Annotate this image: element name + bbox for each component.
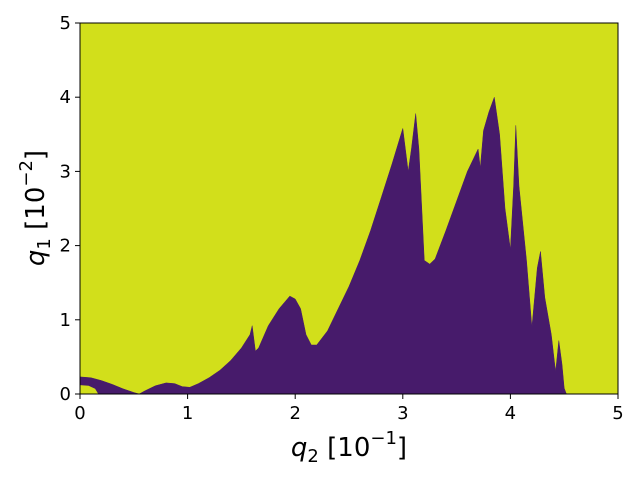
y-axis: 0 1 2 3 4 5 (60, 13, 80, 405)
y-tick-label: 5 (60, 13, 71, 34)
x-axis-label: q2 [10−1] (291, 428, 407, 467)
x-tick-label: 5 (612, 403, 623, 424)
x-tick-label: 3 (397, 403, 408, 424)
x-axis: 0 1 2 3 4 5 (74, 394, 624, 424)
y-tick-label: 4 (60, 87, 71, 108)
y-tick-label: 3 (60, 161, 71, 182)
inner-pocket-region (80, 385, 99, 394)
y-tick-label: 1 (60, 310, 71, 331)
x-tick-label: 1 (182, 403, 193, 424)
x-tick-label: 0 (74, 403, 85, 424)
x-tick-label: 4 (505, 403, 516, 424)
x-tick-label: 2 (289, 403, 300, 424)
y-tick-label: 0 (60, 384, 71, 405)
plot-frame (79, 22, 619, 395)
stable-region (79, 97, 567, 395)
y-tick-label: 2 (60, 236, 71, 257)
y-axis-label: q1 [10−2] (16, 150, 55, 266)
